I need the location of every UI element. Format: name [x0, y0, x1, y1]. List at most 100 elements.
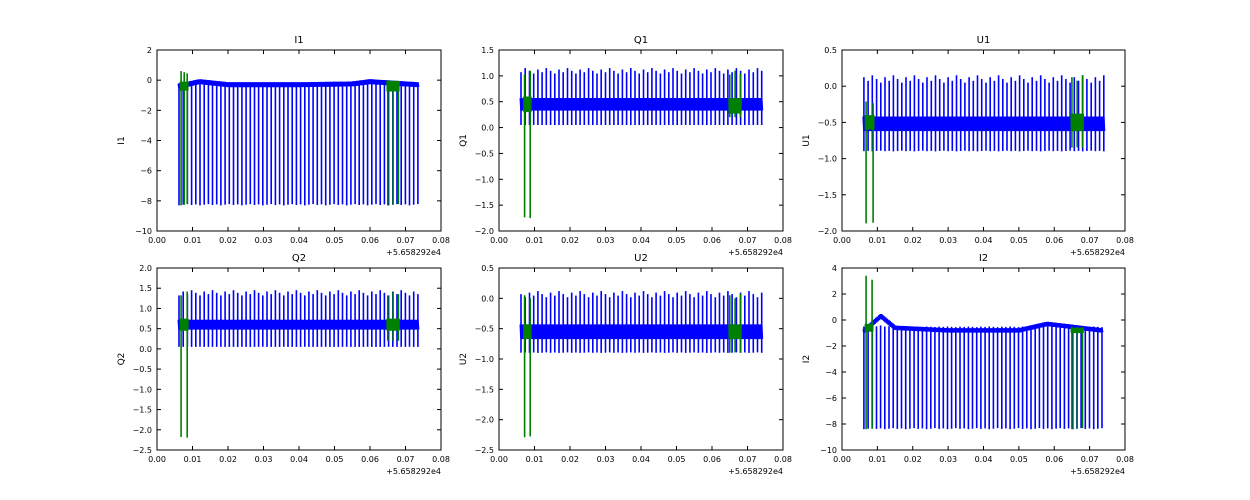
- x-tick-label: 0.08: [774, 236, 792, 245]
- chart-title: I2: [979, 253, 988, 264]
- y-tick-label: −6: [825, 394, 837, 403]
- plot-area: [862, 75, 1106, 224]
- x-tick-label: 0.03: [255, 236, 273, 245]
- x-tick-label: 0.05: [668, 455, 686, 464]
- y-tick-label: 0: [147, 76, 152, 85]
- x-tick-label: 0.08: [432, 236, 450, 245]
- x-tick-label: 0.00: [490, 455, 508, 464]
- y-tick-label: 0.0: [481, 124, 494, 133]
- x-tick-label: 0.07: [397, 236, 415, 245]
- y-tick-label: 1.0: [481, 72, 494, 81]
- y-tick-label: −8: [140, 197, 152, 206]
- x-tick-label: 0.06: [703, 455, 721, 464]
- y-tick-label: 0.0: [139, 345, 152, 354]
- y-tick-label: −4: [825, 368, 837, 377]
- series-3: [1070, 75, 1084, 148]
- series-3: [1070, 326, 1084, 430]
- y-tick-label: −1.5: [133, 406, 152, 415]
- x-tick-label: 0.02: [219, 236, 237, 245]
- y-tick-label: −0.5: [475, 149, 494, 158]
- y-tick-label: −6: [140, 167, 152, 176]
- chart-title: Q2: [292, 253, 306, 264]
- y-tick-label: −2.0: [475, 416, 494, 425]
- x-tick-label: 0.01: [184, 236, 202, 245]
- subplot-q1: 0.00 0.01 0.02 0.03 0.04 0.05 0.06 0.07 0.08 −2.0…: [459, 35, 792, 257]
- x-tick-label: 0.02: [561, 455, 579, 464]
- series-2: [179, 71, 189, 206]
- y-tick-label: −1.0: [133, 385, 152, 394]
- y-tick-label: −2.0: [475, 227, 494, 236]
- x-tick-label: 0.02: [219, 455, 237, 464]
- y-tick-label: −2.0: [133, 426, 152, 435]
- series-line: [523, 96, 532, 113]
- x-tick-label: 0.08: [774, 455, 792, 464]
- x-tick-label: 0.05: [668, 236, 686, 245]
- series-line: [177, 79, 420, 89]
- y-tick-label: −0.5: [818, 118, 837, 127]
- series-1: [862, 313, 1104, 430]
- x-tick-label: 0.06: [361, 455, 379, 464]
- x-tick-label: 0.04: [290, 455, 308, 464]
- x-tick-label: 0.05: [1010, 455, 1028, 464]
- x-tick-label: 0.06: [703, 236, 721, 245]
- y-tick-label: −2.0: [818, 227, 837, 236]
- plot-area: [519, 68, 764, 219]
- series-3: [728, 70, 742, 118]
- x-tick-label: 0.08: [1116, 236, 1134, 245]
- x-tick-label: 0.04: [975, 455, 993, 464]
- x-tick-label: 0.01: [868, 236, 886, 245]
- y-axis-label: U1: [802, 134, 812, 146]
- series-3: [386, 80, 400, 206]
- x-tick-label: 0.07: [1081, 455, 1099, 464]
- x-tick-label: 0.00: [490, 236, 508, 245]
- series-2: [523, 70, 532, 219]
- x-tick-label: 0.08: [432, 455, 450, 464]
- x-tick-label: 0.01: [184, 455, 202, 464]
- x-offset-text: +5.658292e4: [1070, 467, 1125, 476]
- x-offset-text: +5.658292e4: [386, 467, 441, 476]
- x-tick-label: 0.07: [739, 236, 757, 245]
- x-tick-label: 0.02: [561, 236, 579, 245]
- plot-area: [519, 291, 764, 438]
- y-tick-label: −10: [820, 446, 837, 455]
- series-3: [728, 293, 742, 353]
- y-axis-label: Q1: [459, 134, 469, 147]
- x-tick-label: 0.06: [1045, 236, 1063, 245]
- x-tick-label: 0.04: [290, 236, 308, 245]
- chart-title: U2: [634, 253, 648, 264]
- y-tick-label: −8: [825, 420, 837, 429]
- y-tick-label: 2.0: [139, 264, 152, 273]
- series-3: [386, 291, 400, 341]
- series-2: [179, 291, 189, 438]
- x-offset-text: +5.658292e4: [728, 248, 783, 257]
- series-line: [864, 115, 875, 130]
- y-tick-label: −1.0: [475, 355, 494, 364]
- y-tick-label: 0.5: [481, 98, 494, 107]
- y-tick-label: 1.5: [139, 284, 152, 293]
- x-tick-label: 0.01: [526, 455, 544, 464]
- y-tick-label: 2: [147, 46, 152, 55]
- x-tick-label: 0.01: [868, 455, 886, 464]
- plot-area: [177, 71, 420, 206]
- series-1: [862, 75, 1106, 152]
- y-axis-label: I2: [802, 355, 812, 363]
- x-tick-label: 0.07: [1081, 236, 1099, 245]
- x-tick-label: 0.06: [361, 236, 379, 245]
- subplot-i1: 0.00 0.01 0.02 0.03 0.04 0.05 0.06 0.07 0.08 −10 −…: [117, 35, 450, 257]
- series-2: [523, 295, 532, 438]
- subplot-u2: 0.00 0.01 0.02 0.03 0.04 0.05 0.06 0.07 0.08 −2.5…: [459, 253, 792, 476]
- x-tick-label: 0.02: [904, 236, 922, 245]
- x-tick-label: 0.03: [597, 236, 615, 245]
- x-tick-label: 0.05: [326, 236, 344, 245]
- subplot-i2: 0.00 0.01 0.02 0.03 0.04 0.05 0.06 0.07 0.08 −10 −…: [802, 253, 1134, 476]
- x-tick-label: 0.06: [1045, 455, 1063, 464]
- y-tick-label: 0.0: [824, 82, 837, 91]
- x-tick-label: 0.08: [1116, 455, 1134, 464]
- x-tick-label: 0.00: [833, 236, 851, 245]
- series-1: [519, 68, 764, 125]
- x-offset-text: +5.658292e4: [1070, 248, 1125, 257]
- y-tick-label: −1.0: [475, 175, 494, 184]
- series-1: [519, 291, 764, 353]
- chart-title: U1: [977, 35, 991, 46]
